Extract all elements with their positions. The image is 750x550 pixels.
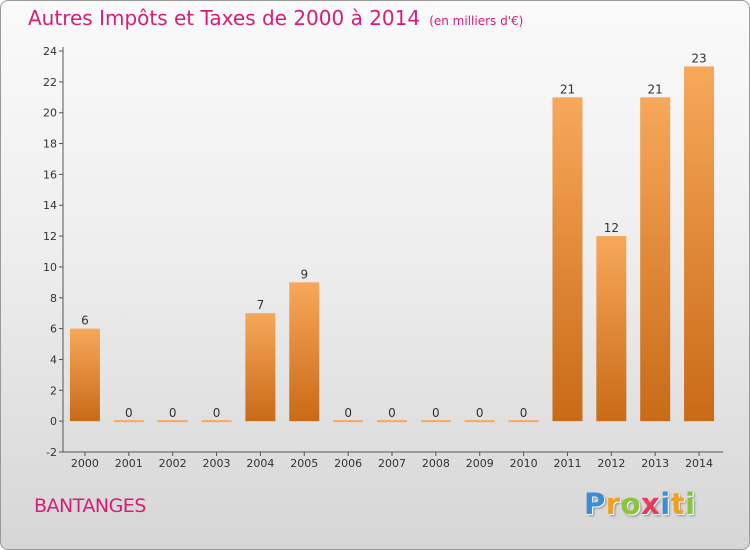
x-tick-label: 2001 bbox=[115, 457, 143, 470]
data-label-2007: 0 bbox=[388, 406, 396, 420]
logo-letter: t bbox=[670, 487, 686, 521]
bar-2004 bbox=[245, 313, 276, 422]
data-label-2002: 0 bbox=[169, 406, 177, 420]
y-tick-label: 0 bbox=[50, 415, 57, 428]
chart-unit-note: (en milliers d'€) bbox=[429, 14, 524, 28]
x-tick-label: 2007 bbox=[378, 457, 406, 470]
data-label-2012: 12 bbox=[604, 221, 619, 235]
chart-title: Autres Impôts et Taxes de 2000 à 2014 (e… bbox=[28, 6, 523, 30]
x-tick-label: 2000 bbox=[71, 457, 99, 470]
x-tick-label: 2006 bbox=[334, 457, 362, 470]
bar-2013 bbox=[640, 97, 671, 422]
bar-2009 bbox=[464, 420, 495, 423]
y-tick-label: 24 bbox=[43, 45, 57, 58]
bar-2002 bbox=[157, 420, 188, 423]
y-tick-label: 14 bbox=[43, 199, 57, 212]
data-label-2013: 21 bbox=[648, 82, 663, 96]
bar-2011 bbox=[552, 97, 583, 422]
proxiti-logo: Proxiti bbox=[584, 487, 696, 521]
data-label-2008: 0 bbox=[432, 406, 440, 420]
x-tick-label: 2014 bbox=[685, 457, 713, 470]
bar-2000 bbox=[69, 328, 100, 422]
y-tick-label: -2 bbox=[46, 446, 57, 459]
data-label-2014: 23 bbox=[691, 51, 706, 65]
y-tick-label: 8 bbox=[50, 292, 57, 305]
data-label-2010: 0 bbox=[520, 406, 528, 420]
bar-2003 bbox=[201, 420, 232, 423]
bar-2014 bbox=[684, 66, 715, 422]
data-label-2011: 21 bbox=[560, 82, 575, 96]
bar-2007 bbox=[377, 420, 407, 423]
x-tick-label: 2004 bbox=[246, 457, 274, 470]
y-tick-label: 18 bbox=[43, 138, 57, 151]
x-tick-label: 2011 bbox=[553, 457, 581, 470]
bar-2012 bbox=[596, 236, 627, 422]
commune-name: BANTANGES bbox=[34, 495, 146, 517]
chart-title-text: Autres Impôts et Taxes de 2000 à 2014 bbox=[28, 6, 421, 30]
y-tick-label: 2 bbox=[50, 384, 57, 397]
bar-2008 bbox=[420, 420, 451, 423]
y-tick-label: 4 bbox=[50, 353, 57, 366]
data-label-2006: 0 bbox=[344, 406, 352, 420]
logo-letter: r bbox=[605, 487, 621, 521]
bars bbox=[69, 66, 715, 423]
y-tick-label: 10 bbox=[43, 261, 57, 274]
x-tick-label: 2013 bbox=[641, 457, 669, 470]
bar-2006 bbox=[333, 420, 364, 423]
logo-letter: i bbox=[685, 487, 696, 521]
y-tick-label: 22 bbox=[43, 76, 57, 89]
y-tick-label: 16 bbox=[43, 168, 57, 181]
logo-letter: P bbox=[584, 487, 606, 521]
data-labels: 6 0 0 0 7 9 0 0 0 0 0 21 12 21 23 bbox=[81, 51, 707, 420]
bar-2001 bbox=[113, 420, 144, 423]
y-tick-label: 12 bbox=[43, 230, 57, 243]
x-tick-label: 2005 bbox=[290, 457, 318, 470]
x-tick-label: 2002 bbox=[159, 457, 187, 470]
logo-letter: x bbox=[641, 487, 661, 521]
data-label-2003: 0 bbox=[213, 406, 221, 420]
logo-letter: o bbox=[620, 487, 642, 521]
data-label-2009: 0 bbox=[476, 406, 484, 420]
x-tick-label: 2008 bbox=[422, 457, 450, 470]
x-tick-label: 2012 bbox=[597, 457, 625, 470]
x-tick-label: 2009 bbox=[466, 457, 494, 470]
x-axis: 2000 2001 2002 2003 2004 2005 2006 2007 2008 2009… bbox=[63, 451, 723, 470]
y-tick-label: 20 bbox=[43, 107, 57, 120]
y-tick-label: 6 bbox=[50, 323, 57, 336]
x-tick-label: 2003 bbox=[203, 457, 231, 470]
bar-2005 bbox=[289, 282, 320, 422]
data-label-2005: 9 bbox=[300, 267, 308, 281]
data-label-2004: 7 bbox=[257, 298, 265, 312]
logo-letter: i bbox=[660, 487, 671, 521]
x-tick-label: 2010 bbox=[510, 457, 538, 470]
data-label-2000: 6 bbox=[81, 314, 89, 328]
data-label-2001: 0 bbox=[125, 406, 133, 420]
bar-2010 bbox=[508, 420, 539, 423]
